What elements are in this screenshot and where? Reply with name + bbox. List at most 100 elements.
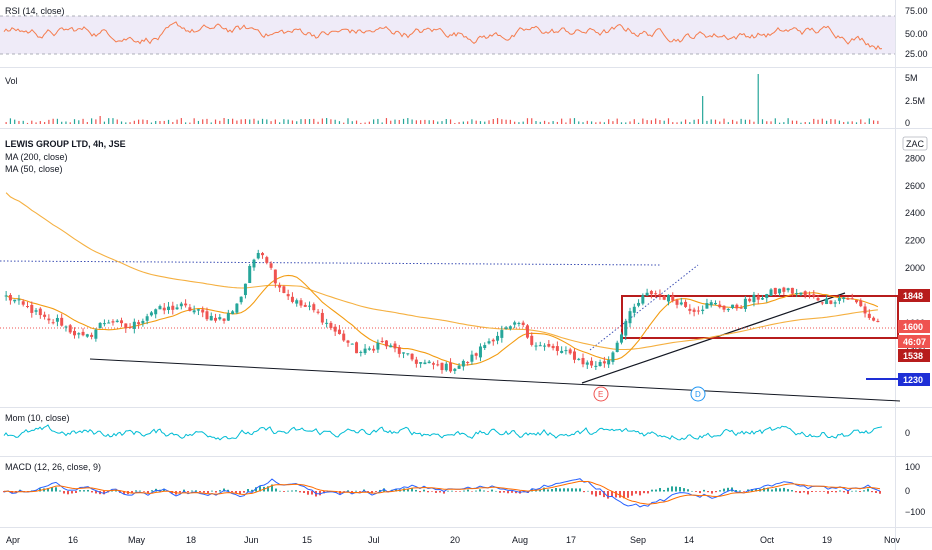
- candle-body: [812, 294, 816, 297]
- volume-bar: [138, 119, 140, 124]
- time-tick-jul: Jul: [368, 535, 380, 545]
- macd-histogram-bar: [131, 491, 133, 494]
- candle-body: [769, 289, 773, 296]
- macd-histogram-bar: [783, 487, 785, 492]
- volume-bar: [91, 118, 93, 124]
- currency-badge[interactable]: [902, 136, 928, 151]
- horizontal-dotted-line[interactable]: [0, 260, 661, 266]
- candle-body: [765, 294, 769, 299]
- macd-histogram-bar: [687, 489, 689, 492]
- volume-bar: [424, 119, 426, 124]
- candle-body: [611, 352, 615, 362]
- candle-body: [329, 322, 333, 329]
- candle-body: [799, 292, 803, 295]
- macd-histogram-bar: [387, 491, 389, 492]
- wave-label-e[interactable]: E: [593, 386, 609, 402]
- candle-body: [491, 339, 495, 342]
- candle-body: [867, 313, 871, 318]
- lower-trendline[interactable]: [89, 358, 901, 402]
- macd-histogram-bar: [87, 489, 89, 492]
- candle-body: [389, 345, 393, 348]
- macd-histogram-bar: [311, 491, 313, 495]
- macd-histogram-bar: [779, 488, 781, 492]
- macd-histogram-bar: [91, 491, 93, 493]
- macd-legend[interactable]: MACD (12, 26, close, 9): [5, 462, 101, 472]
- volume-bar: [176, 119, 178, 124]
- candle-body: [8, 295, 12, 301]
- volume-bar: [35, 122, 37, 124]
- price-tag-text: 1600: [903, 322, 923, 332]
- volume-bar: [214, 119, 217, 124]
- candle-body: [128, 326, 132, 328]
- candle-body: [98, 322, 102, 329]
- volume-bar: [774, 118, 776, 124]
- volume-bar: [420, 120, 422, 124]
- volume-bar: [390, 120, 392, 124]
- volume-bar: [202, 119, 204, 124]
- candle-body: [231, 311, 235, 314]
- macd-histogram-bar: [631, 491, 633, 496]
- legend-ma50[interactable]: MA (50, close): [5, 164, 63, 174]
- macd-histogram-bar: [447, 490, 449, 492]
- resistance-box[interactable]: [621, 295, 899, 339]
- candle-body: [222, 318, 226, 321]
- macd-histogram-bar: [563, 488, 565, 492]
- candle-body: [355, 342, 359, 354]
- macd-histogram-bar: [371, 491, 373, 494]
- candle-body: [384, 340, 388, 347]
- candle-body: [461, 360, 465, 367]
- candle-body: [60, 317, 64, 326]
- macd-histogram-bar: [343, 491, 345, 492]
- momentum-legend[interactable]: Mom (10, close): [5, 413, 70, 423]
- volume-bar: [518, 122, 520, 124]
- candle-body: [337, 329, 341, 335]
- volume-bar: [864, 122, 866, 124]
- macd-histogram-bar: [703, 489, 705, 492]
- candle-body: [410, 353, 414, 360]
- candle-body: [709, 302, 713, 306]
- candle-body: [829, 300, 833, 304]
- candle-body: [726, 308, 730, 311]
- macd-histogram-bar: [639, 491, 641, 496]
- candle-body: [718, 304, 722, 308]
- macd-histogram-bar: [799, 491, 801, 494]
- candle-body: [346, 340, 350, 343]
- rsi-legend[interactable]: RSI (14, close): [5, 6, 65, 16]
- volume-bar: [552, 121, 554, 124]
- volume-bar: [219, 120, 221, 124]
- wave-label-d[interactable]: D: [690, 386, 706, 402]
- candle-body: [756, 296, 760, 300]
- time-tick-19: 19: [822, 535, 832, 545]
- candle-body: [752, 294, 756, 303]
- volume-bar: [791, 120, 793, 124]
- candle-body: [538, 345, 542, 347]
- candle-body: [577, 358, 581, 360]
- candle-body: [184, 303, 188, 306]
- volume-bar: [796, 120, 798, 124]
- candle-body: [572, 351, 576, 360]
- candle-body: [17, 299, 21, 301]
- main-title[interactable]: LEWIS GROUP LTD, 4h, JSE: [5, 139, 126, 149]
- legend-ma200[interactable]: MA (200, close): [5, 152, 68, 162]
- candle-body: [444, 363, 448, 371]
- candle-body: [735, 304, 739, 309]
- candle-body: [564, 350, 568, 352]
- candle-body: [585, 362, 589, 365]
- volume-bar: [167, 119, 170, 124]
- macd-histogram-bar: [847, 491, 849, 494]
- macd-histogram-bar: [835, 491, 837, 493]
- volume-bar: [283, 119, 285, 124]
- volume-bar: [877, 120, 879, 124]
- volume-legend[interactable]: Vol: [5, 76, 18, 86]
- macd-histogram-bar: [375, 491, 377, 492]
- volume-bar: [99, 116, 101, 124]
- momentum-pane: Mom (10, close) 0: [3, 413, 910, 441]
- macd-histogram-bar: [115, 490, 117, 492]
- volume-bar: [432, 120, 435, 124]
- volume-bar: [210, 122, 212, 124]
- time-axis[interactable]: Apr 16 May 18 Jun 15 Jul 20 Aug 17 Sep 14 Oct 19 Nov: [6, 535, 901, 545]
- candle-body: [696, 310, 700, 312]
- volume-bar: [5, 122, 7, 124]
- volume-bar: [270, 121, 272, 124]
